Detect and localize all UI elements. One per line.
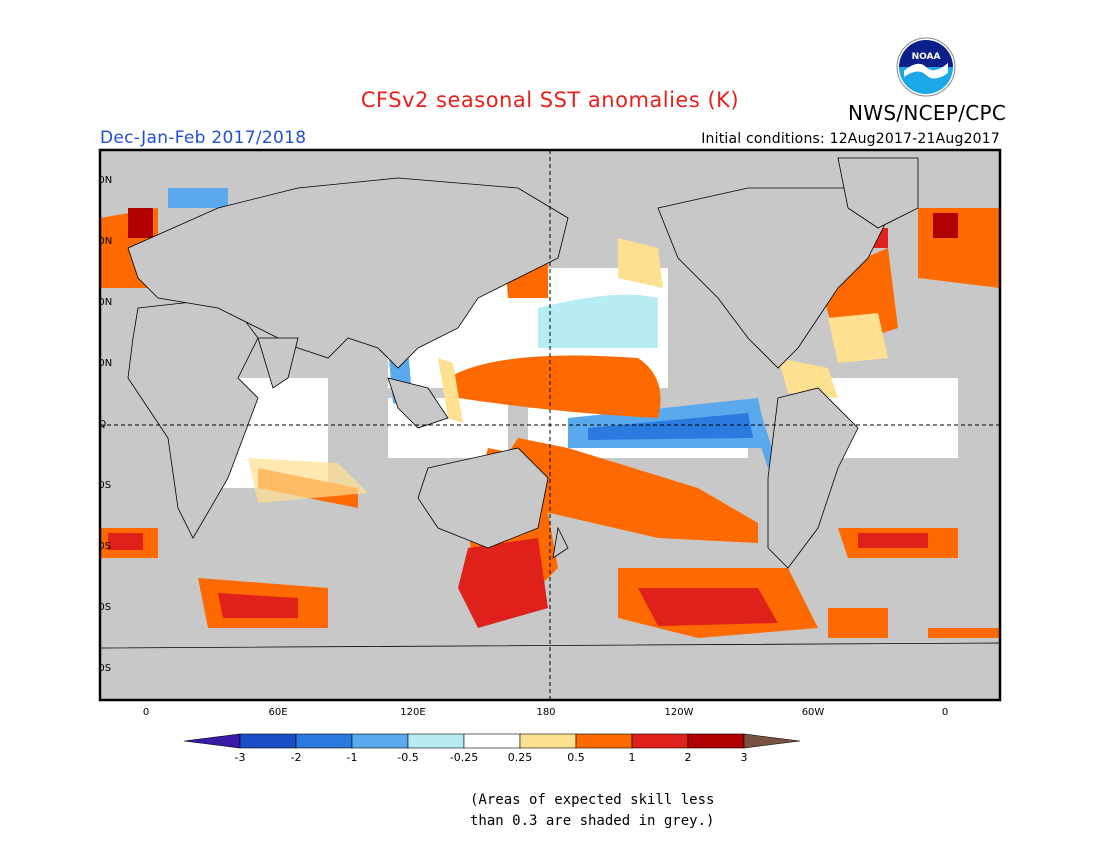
lon-label-60w: 60W — [802, 707, 825, 718]
legend-box — [295, 733, 353, 749]
legend-box — [239, 733, 297, 749]
legend-tick-label: 0.5 — [567, 751, 585, 764]
legend-tick-label: 2 — [685, 751, 692, 764]
lon-label-180: 180 — [536, 707, 555, 718]
agency-label: NWS/NCEP/CPC — [848, 101, 1007, 125]
legend-box — [519, 733, 577, 749]
lat-label-60n: 60N — [98, 236, 112, 247]
sst-anomaly-map: 80N 60N 40N 20N EQ 20S 40S 60S 80S 0 60E… — [98, 148, 1002, 764]
map-plot-area — [98, 148, 1002, 702]
lat-label-20s: 20S — [98, 480, 111, 491]
season-label: Dec-Jan-Feb 2017/2018 — [100, 128, 307, 148]
lon-label-0-east: 0 — [942, 707, 948, 718]
lon-label-60e: 60E — [268, 707, 287, 718]
legend-cap-high — [743, 733, 801, 749]
lat-label-40s: 40S — [98, 541, 111, 552]
lat-label-40n: 40N — [98, 297, 112, 308]
initial-conditions-label: Initial conditions: 12Aug2017-21Aug2017 — [701, 131, 1000, 147]
skill-note: (Areas of expected skill less than 0.3 a… — [470, 792, 715, 829]
legend-tick-label: 0.25 — [508, 751, 533, 764]
lon-label-0: 0 — [143, 707, 149, 718]
legend-tick-label: -0.5 — [397, 751, 418, 764]
lat-label-20n: 20N — [98, 358, 112, 369]
legend-box — [575, 733, 633, 749]
legend-box — [407, 733, 465, 749]
legend-cap-low — [183, 733, 241, 749]
noaa-logo-text: NOAA — [912, 52, 941, 62]
lon-label-120e: 120E — [400, 707, 425, 718]
legend-tick-label: -1 — [347, 751, 358, 764]
legend-tick-label: 3 — [741, 751, 748, 764]
longitude-labels: 0 60E 120E 180 120W 60W 0 — [143, 707, 948, 718]
lat-label-80n: 80N — [98, 175, 112, 186]
noaa-logo: NOAA — [896, 37, 956, 97]
color-legend: -3 -2 -1 -0.5 -0.25 0.25 0.5 1 2 3 — [183, 733, 801, 764]
map-frame — [98, 148, 1002, 702]
lon-label-120w: 120W — [665, 707, 694, 718]
legend-box — [351, 733, 409, 749]
legend-tick-label: -0.25 — [450, 751, 478, 764]
legend-box — [631, 733, 689, 749]
legend-box — [463, 733, 521, 749]
legend-tick-label: -3 — [235, 751, 246, 764]
lat-label-80s: 80S — [98, 663, 111, 674]
latitude-labels: 80N 60N 40N 20N EQ 20S 40S 60S 80S — [98, 175, 112, 674]
lat-label-60s: 60S — [98, 602, 111, 613]
lat-label-eq: EQ — [98, 419, 106, 430]
legend-tick-label: -2 — [291, 751, 302, 764]
legend-tick-label: 1 — [629, 751, 636, 764]
chart-title: CFSv2 seasonal SST anomalies (K) — [360, 88, 740, 112]
legend-box — [687, 733, 745, 749]
